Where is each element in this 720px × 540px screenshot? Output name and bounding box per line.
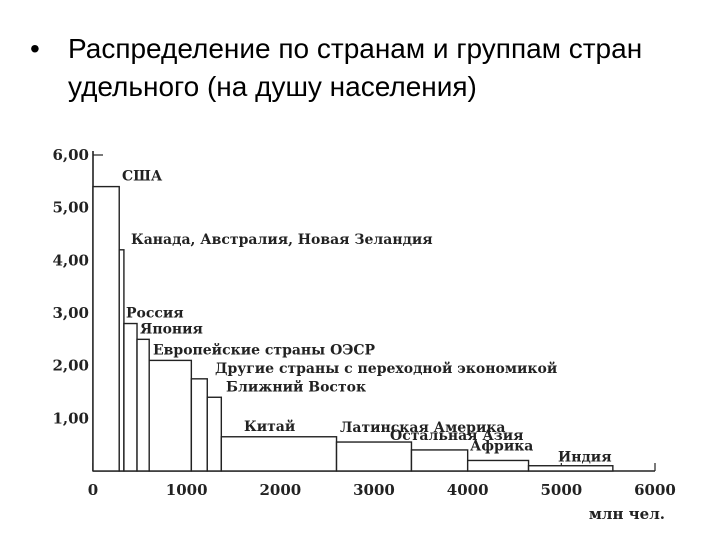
bar-6 [190, 378, 208, 472]
bar-7 [206, 396, 223, 472]
bar-label-12: Индия [558, 450, 612, 466]
bar-5 [148, 359, 193, 472]
y-tick-label: 6,00 [52, 146, 89, 164]
bar-label-7: Ближний Восток [226, 378, 366, 395]
bar-label-5: Европейские страны ОЭСР [153, 341, 376, 358]
x-tick-label: 1000 [166, 481, 208, 499]
x-tick-label: 2000 [259, 481, 301, 499]
y-tick-label: 2,00 [52, 357, 89, 375]
bar-12 [527, 465, 614, 472]
bar-label-6: Другие страны с переходной экономикой [215, 360, 557, 377]
y-tick-label: 3,00 [52, 304, 89, 322]
x-tick-label: 3000 [353, 481, 395, 499]
bar-1 [92, 185, 120, 472]
bar-label-1: США [122, 169, 163, 185]
bar-label-11: Африка [470, 438, 533, 454]
bar-label-10: Остальная Азия [390, 428, 523, 444]
x-tick-label: 0 [88, 481, 98, 499]
bar-label-4: Япония [140, 321, 203, 337]
slide-bullet-text: Распределение по странам и группам стран… [68, 33, 643, 102]
text-cutoff-overlay [0, 118, 720, 132]
y-tick-label: 4,00 [52, 251, 89, 269]
bar-label-2: Канада, Австралия, Новая Зеландия [131, 232, 433, 248]
bar-11 [466, 459, 530, 472]
x-tick-label: 4000 [447, 481, 489, 499]
bar-9 [335, 441, 413, 472]
x-axis-label: млн чел. [589, 505, 665, 523]
bullet-glyph: • [30, 33, 40, 64]
slide-text-block: • Распределение по странам и группам стр… [30, 30, 700, 106]
bar-4 [136, 338, 150, 472]
bar-2 [118, 249, 125, 472]
y-tick-label: 1,00 [52, 409, 89, 427]
bar-label-9: Латинская Америка [340, 420, 506, 436]
y-tick-label: 5,00 [52, 199, 89, 217]
bar-label-3: Россия [126, 306, 184, 322]
bar-10 [410, 449, 469, 472]
bar-8 [220, 436, 338, 472]
x-tick-label: 6000 [634, 481, 676, 499]
bar-3 [123, 322, 138, 472]
x-tick-label: 5000 [540, 481, 582, 499]
bar-label-8: Китай [244, 418, 295, 435]
